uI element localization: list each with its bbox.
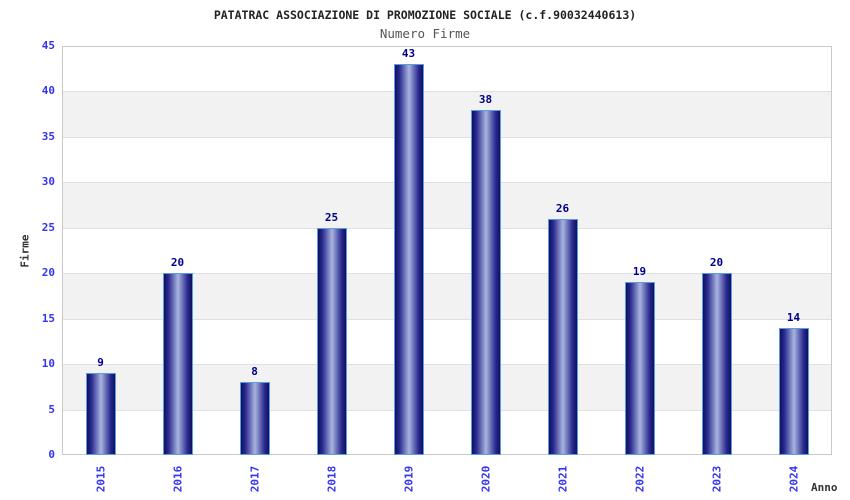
gridline	[62, 137, 832, 138]
gridline	[62, 182, 832, 183]
bar-value-label: 25	[324, 210, 339, 224]
x-tick-label: 2023	[710, 465, 723, 493]
y-tick-label: 45	[41, 39, 55, 52]
gridline	[62, 364, 832, 365]
bar-2018	[316, 227, 347, 455]
gridline	[62, 91, 832, 92]
plot-band	[62, 91, 832, 137]
y-tick-label: 30	[41, 175, 55, 189]
bar-2019	[393, 64, 424, 455]
y-tick-label: 25	[41, 220, 55, 234]
bar-2020	[470, 109, 501, 455]
x-tick-label: 2016	[171, 465, 184, 493]
bar-2023	[701, 273, 732, 455]
x-tick-label: 2022	[633, 465, 646, 493]
y-tick-label: 20	[41, 266, 55, 280]
y-tick-label: 15	[41, 311, 55, 325]
gridline	[62, 319, 832, 320]
bar-value-label: 38	[478, 92, 493, 106]
bar-2022	[624, 282, 655, 455]
bar-2015	[85, 373, 116, 455]
chart-subtitle: Numero Firme	[379, 26, 471, 41]
bar-value-label: 14	[786, 310, 801, 324]
plot-band	[62, 182, 832, 228]
y-axis-label: Firme	[18, 234, 32, 268]
y-tick-label: 0	[48, 448, 55, 461]
bar-value-label: 43	[401, 47, 416, 61]
bar-value-label: 20	[709, 256, 724, 270]
bar-value-label: 20	[170, 256, 185, 270]
gridline	[62, 410, 832, 411]
bar-value-label: 9	[97, 356, 104, 370]
y-tick-label: 5	[48, 402, 55, 416]
bar-2017	[239, 382, 270, 455]
x-tick-label: 2017	[248, 465, 261, 493]
gridline	[62, 273, 832, 274]
x-tick-label: 2018	[325, 465, 338, 493]
bar-value-label: 26	[555, 201, 570, 215]
y-tick-label: 35	[41, 129, 55, 143]
x-axis-label: Anno	[811, 481, 838, 494]
bar-2021	[547, 218, 578, 455]
bar-2016	[162, 273, 193, 455]
y-tick-label: 40	[41, 84, 55, 98]
x-tick-label: 2021	[556, 465, 569, 493]
chart-title: PATATRAC ASSOCIAZIONE DI PROMOZIONE SOCI…	[213, 8, 637, 22]
x-tick-label: 2015	[94, 465, 107, 493]
x-tick-label: 2024	[787, 465, 800, 493]
x-tick-label: 2019	[402, 465, 415, 493]
x-tick-label: 2020	[479, 465, 492, 493]
bar-2024	[778, 327, 809, 455]
y-tick-label: 10	[41, 357, 55, 371]
bar-value-label: 19	[632, 265, 647, 279]
gridline	[62, 228, 832, 229]
plot-border	[62, 46, 832, 455]
bar-value-label: 8	[251, 365, 258, 379]
